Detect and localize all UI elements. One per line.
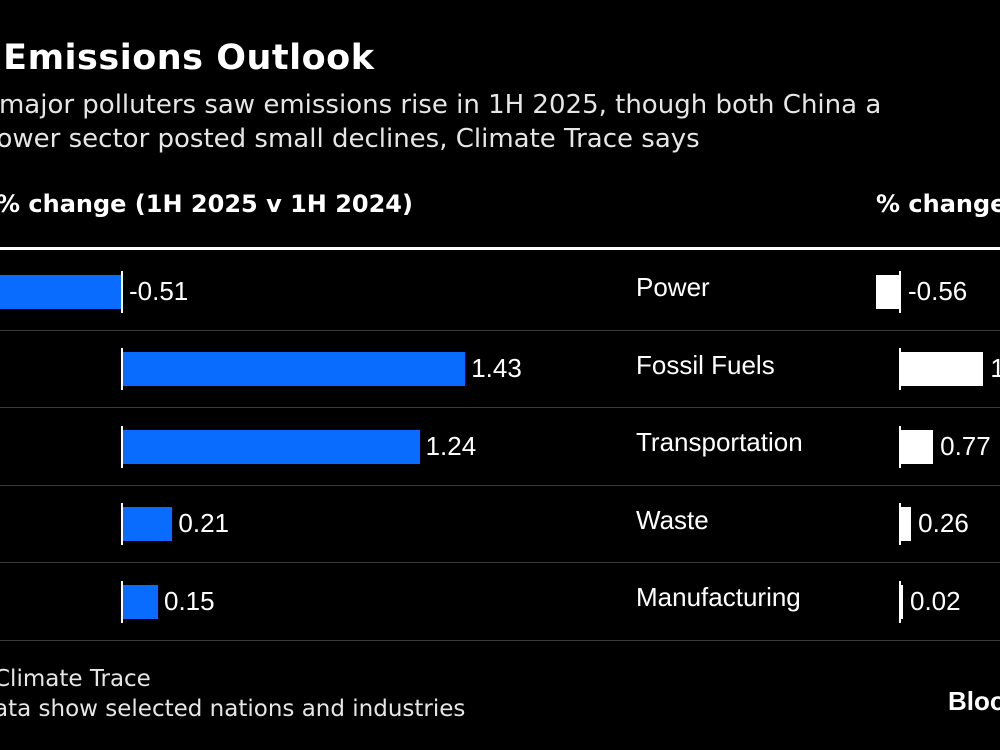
- left-value-label: 0.15: [164, 585, 215, 616]
- right-value-label: -0.56: [908, 275, 968, 306]
- category-label: Transportation: [636, 427, 803, 457]
- left-zero-axis: [121, 270, 123, 313]
- left-panel-title: % change (1H 2025 v 1H 2024): [0, 190, 413, 218]
- row-divider-bottom: [0, 639, 1000, 641]
- left-zero-axis: [121, 425, 123, 468]
- left-zero-axis: [121, 348, 123, 391]
- left-bar: [122, 429, 420, 464]
- source-line-1: Climate Trace: [0, 666, 151, 692]
- category-label: Manufacturing: [636, 582, 801, 612]
- left-bar: [122, 584, 158, 619]
- right-zero-axis: [899, 348, 901, 391]
- right-zero-axis: [899, 580, 901, 623]
- right-zero-axis: [899, 270, 901, 313]
- left-bar: [122, 507, 173, 542]
- right-bar: [900, 352, 984, 387]
- right-bar: [875, 274, 900, 309]
- source-line-2: ata show selected nations and industries: [0, 696, 466, 722]
- category-label: Power: [636, 272, 710, 302]
- row-divider: [0, 562, 1000, 563]
- chart-subtitle: r major polluters saw emissions rise in …: [0, 88, 881, 156]
- right-zero-axis: [899, 425, 901, 468]
- left-value-label: 0.21: [178, 508, 229, 539]
- row-divider: [0, 329, 1000, 331]
- left-zero-axis: [121, 580, 123, 623]
- right-panel-title: % change: [876, 190, 1000, 218]
- header-rule: [0, 247, 1000, 250]
- left-value-label: -0.51: [129, 275, 189, 306]
- right-bar: [900, 507, 912, 542]
- chart-title: l Emissions Outlook: [0, 38, 375, 78]
- right-bar: [900, 584, 903, 619]
- left-value-label: 1.43: [471, 353, 522, 384]
- left-bar: [0, 274, 122, 309]
- source-note: Climate Trace ata show selected nations …: [0, 664, 465, 724]
- right-value-label: 0.02: [910, 585, 961, 616]
- left-bar: [122, 352, 466, 387]
- left-zero-axis: [121, 503, 123, 546]
- right-zero-axis: [899, 503, 901, 546]
- category-label: Fossil Fuels: [636, 349, 775, 380]
- brand-logo: Bloo: [948, 686, 1000, 716]
- right-value-label: 0.77: [940, 430, 991, 461]
- subtitle-line-2: power sector posted small declines, Clim…: [0, 124, 700, 154]
- subtitle-line-1: r major polluters saw emissions rise in …: [0, 90, 882, 120]
- left-value-label: 1.24: [425, 430, 477, 461]
- right-value-label: 0.26: [918, 508, 969, 539]
- row-divider: [0, 484, 1000, 486]
- row-divider: [0, 407, 1000, 408]
- right-value-label: 1: [990, 353, 1000, 384]
- right-bar: [900, 429, 934, 464]
- category-label: Waste: [636, 504, 709, 535]
